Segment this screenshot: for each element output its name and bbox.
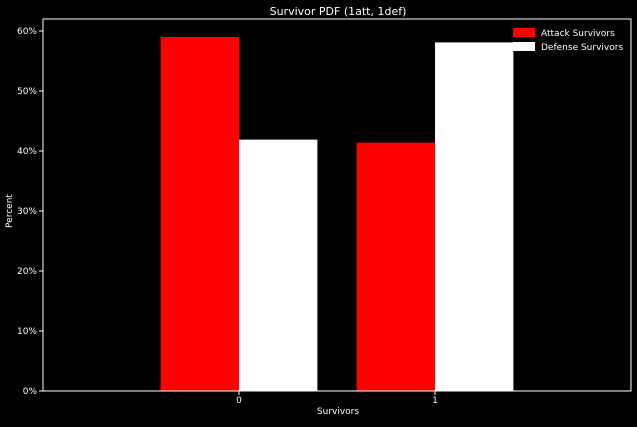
bar-attack-0 bbox=[160, 37, 239, 391]
y-axis-label: Percent bbox=[5, 194, 15, 228]
bar-attack-1 bbox=[356, 142, 435, 391]
legend-label-0: Attack Survivors bbox=[541, 29, 615, 39]
y-tick-label: 60% bbox=[17, 27, 37, 37]
y-tick-label: 50% bbox=[17, 87, 37, 97]
y-axis-ticks: 0% 10% 20% 30% 40% 50% 60% bbox=[17, 27, 43, 397]
x-tick-label: 0 bbox=[236, 396, 242, 406]
y-tick-label: 0% bbox=[23, 387, 38, 397]
legend-swatch-0 bbox=[513, 28, 535, 37]
y-tick-label: 10% bbox=[17, 327, 37, 337]
bars-group bbox=[160, 37, 514, 392]
y-tick-label: 40% bbox=[17, 147, 37, 157]
chart-title: Survivor PDF (1att, 1def) bbox=[270, 5, 407, 18]
legend-label-1: Defense Survivors bbox=[541, 43, 623, 53]
x-axis-label: Survivors bbox=[317, 407, 359, 417]
bar-defense-0 bbox=[239, 139, 318, 391]
legend: Attack Survivors Defense Survivors bbox=[513, 28, 623, 53]
bar-defense-1 bbox=[435, 42, 514, 392]
y-tick-label: 20% bbox=[17, 267, 37, 277]
plot-frame bbox=[42, 18, 632, 392]
y-tick-label: 30% bbox=[17, 207, 37, 217]
legend-swatch-1 bbox=[513, 42, 535, 51]
x-tick-label: 1 bbox=[432, 396, 438, 406]
